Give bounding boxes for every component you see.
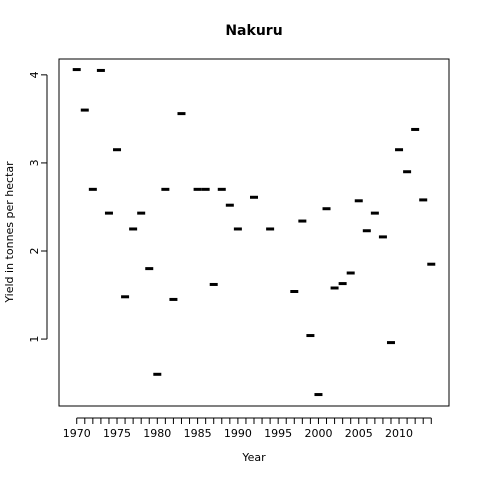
x-tick-label: 2005	[345, 427, 373, 440]
x-tick-label: 2010	[385, 427, 413, 440]
x-tick-label: 1995	[264, 427, 292, 440]
y-tick-label: 4	[28, 71, 41, 78]
y-axis-label: Yield in tonnes per hectar	[3, 161, 16, 304]
x-tick-label: 1970	[63, 427, 91, 440]
y-tick-label: 2	[28, 247, 41, 254]
x-tick-label: 1975	[103, 427, 131, 440]
x-tick-label: 1990	[224, 427, 252, 440]
y-axis: 1 2 3 4	[28, 71, 48, 343]
x-tick-label: 1985	[184, 427, 212, 440]
y-tick-label: 1	[28, 336, 41, 343]
x-axis: 1970 1975 1980 1985 1990 1995 2000 2005 2010	[63, 417, 432, 440]
x-tick-label: 2000	[304, 427, 332, 440]
chart-title: Nakuru	[225, 23, 282, 39]
x-axis-label: Year	[241, 451, 266, 464]
data-points	[72, 68, 436, 397]
y-tick-label: 3	[28, 159, 41, 166]
x-tick-label: 1980	[143, 427, 171, 440]
plot-frame	[58, 58, 450, 407]
